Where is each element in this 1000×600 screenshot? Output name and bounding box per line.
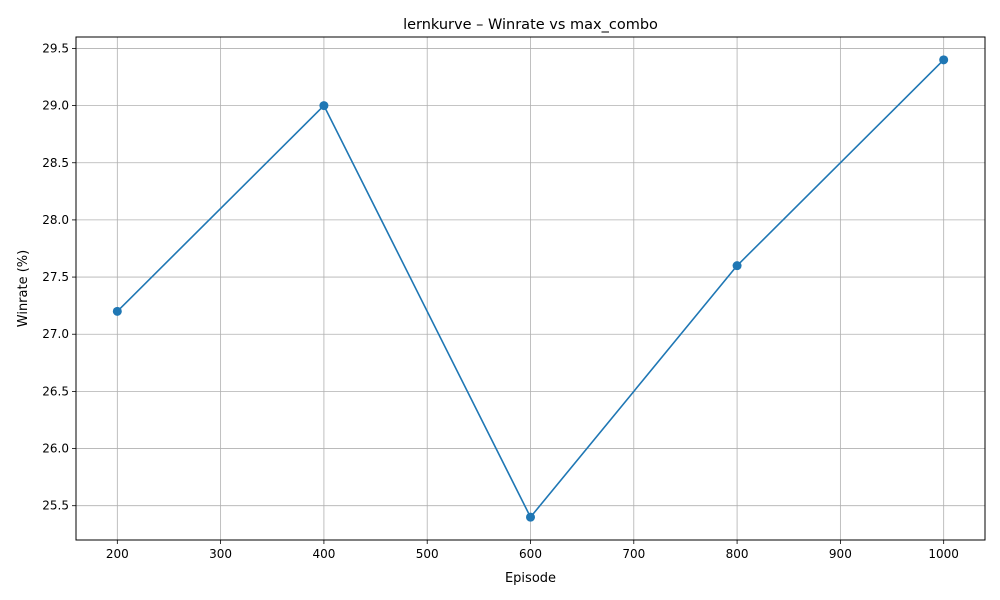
x-axis-label: Episode <box>505 571 556 586</box>
y-tick-label: 29.0 <box>42 99 69 113</box>
y-tick-label: 28.5 <box>42 156 69 170</box>
chart-title: lernkurve – Winrate vs max_combo <box>403 17 658 33</box>
x-tick-label: 200 <box>106 547 129 561</box>
y-tick-label: 29.5 <box>42 41 69 55</box>
y-tick-label: 25.5 <box>42 499 69 513</box>
grid-lines <box>76 37 985 540</box>
data-point <box>939 55 949 65</box>
x-tick-label: 1000 <box>928 547 959 561</box>
x-tick-label: 700 <box>622 547 645 561</box>
axis-ticks: 200 300 400 500 600 700 800 900 1000 25.5 26.0 26.5… <box>42 41 959 561</box>
y-tick-label: 26.5 <box>42 384 69 398</box>
y-tick-label: 28.0 <box>42 213 69 227</box>
x-tick-label: 900 <box>829 547 852 561</box>
x-tick-label: 600 <box>519 547 542 561</box>
data-point <box>732 261 742 271</box>
x-tick-label: 300 <box>209 547 232 561</box>
data-layer <box>112 55 949 522</box>
data-point <box>319 101 329 111</box>
x-tick-label: 800 <box>726 547 749 561</box>
x-tick-label: 400 <box>312 547 335 561</box>
y-tick-label: 27.0 <box>42 327 69 341</box>
data-point <box>112 306 122 316</box>
y-tick-label: 27.5 <box>42 270 69 284</box>
data-point <box>526 512 535 522</box>
y-axis-label: Winrate (%) <box>16 250 31 327</box>
x-tick-label: 500 <box>416 547 439 561</box>
y-tick-label: 26.0 <box>42 442 69 456</box>
